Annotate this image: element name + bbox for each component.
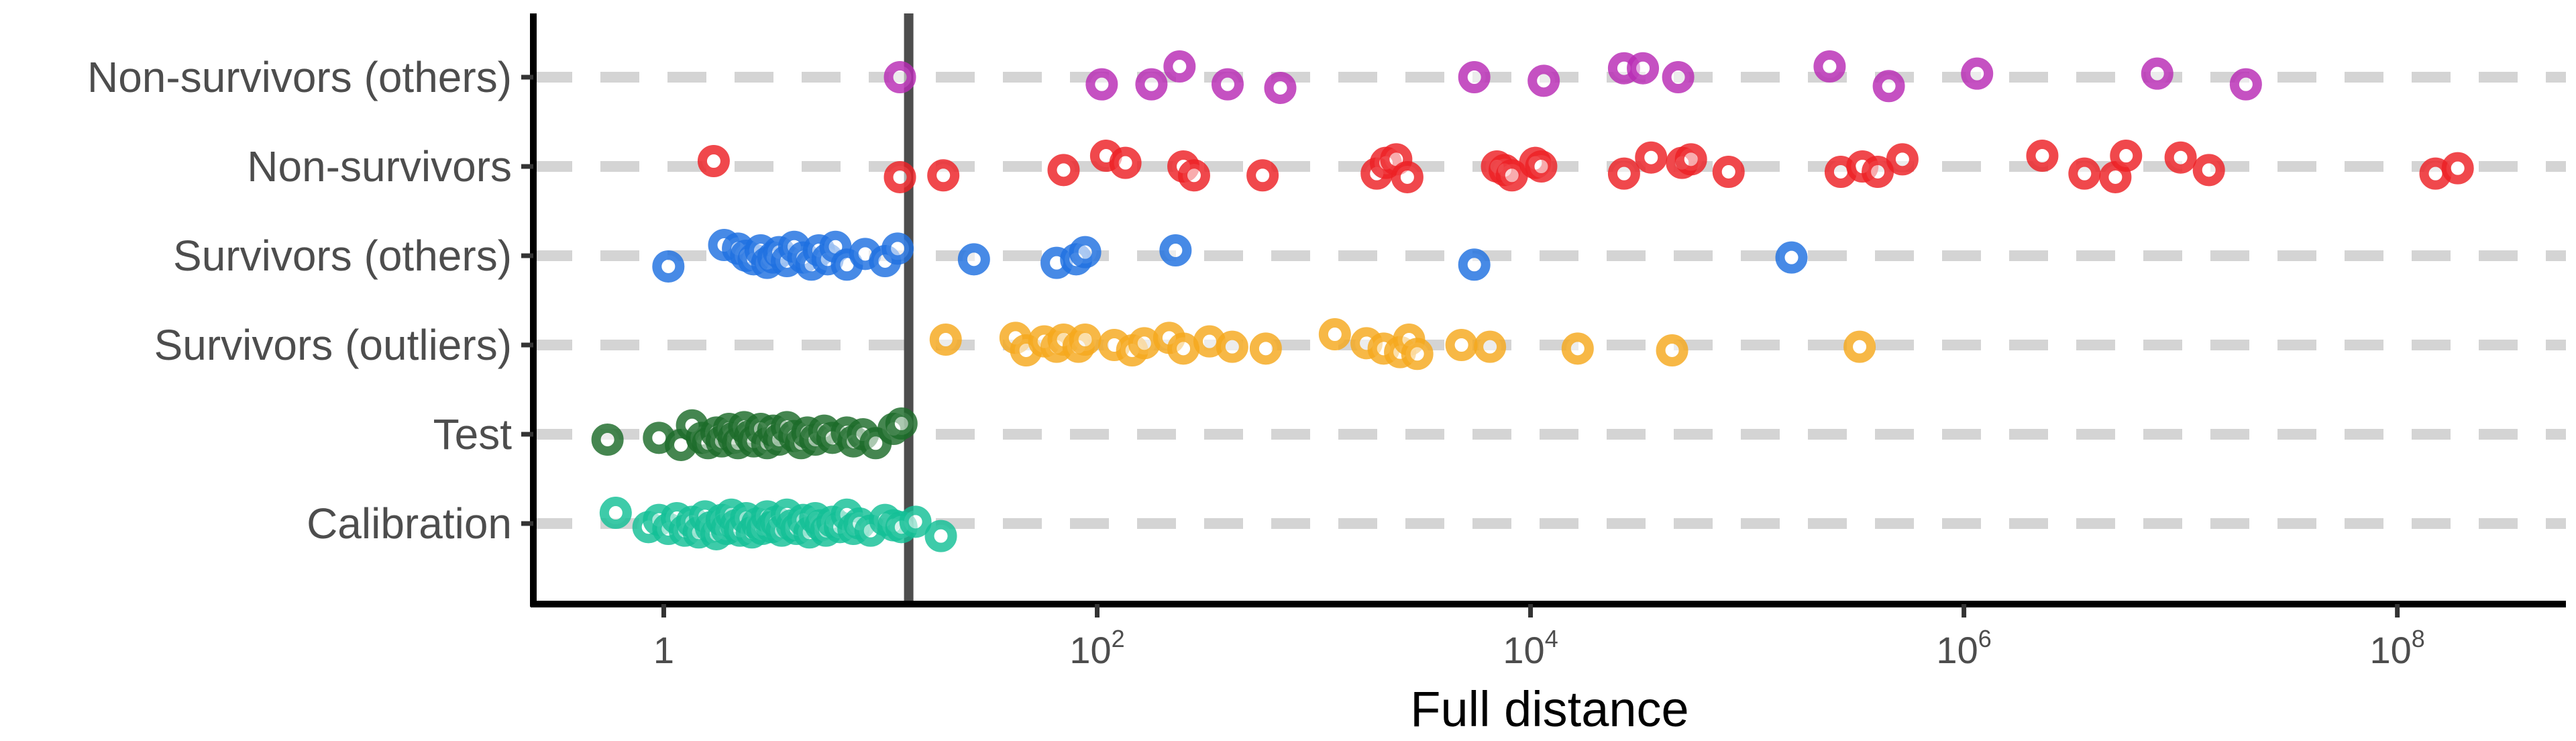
data-point [1607, 157, 1640, 190]
data-point [1474, 330, 1507, 363]
data-point [1246, 159, 1279, 192]
data-point [1167, 332, 1200, 365]
data-point [929, 324, 962, 356]
y-tick-label: Survivors (others) [173, 232, 512, 280]
data-point [927, 159, 960, 192]
data-point [599, 497, 632, 530]
data-point [1872, 70, 1905, 103]
data-point [1159, 234, 1192, 267]
x-tick-label: 104 [1503, 625, 1558, 671]
data-point [1656, 334, 1688, 366]
data-point [1712, 155, 1745, 188]
x-tick-label: 106 [1936, 625, 1991, 671]
x-tick-label: 102 [1069, 625, 1124, 671]
data-point [1458, 248, 1491, 281]
data-point [1662, 61, 1695, 93]
data-point [1135, 68, 1168, 101]
data-points [591, 50, 2474, 552]
data-point [1128, 327, 1161, 360]
data-point [1627, 52, 1660, 85]
data-point [1775, 241, 1808, 274]
data-point [591, 423, 624, 456]
axis-labels: Non-survivors (others) Non-survivors Survi… [87, 53, 2425, 671]
data-point [924, 520, 957, 552]
data-point [1163, 50, 1196, 83]
x-tick-label: 108 [2369, 625, 2424, 671]
data-point [1458, 61, 1491, 93]
y-tick-label: Calibration [307, 499, 512, 548]
data-point [2164, 141, 2197, 174]
data-point [883, 61, 916, 93]
data-point [652, 250, 685, 283]
data-point [2068, 157, 2101, 190]
y-tick-label: Survivors (outliers) [154, 321, 512, 369]
data-point [899, 505, 932, 538]
data-point [1264, 71, 1297, 104]
data-point [2192, 154, 2225, 187]
data-point [1391, 160, 1424, 193]
y-tick-label: Non-survivors [247, 142, 512, 191]
data-point [1961, 57, 1994, 90]
data-point [883, 160, 916, 193]
data-point [1674, 143, 1707, 176]
data-point [697, 145, 730, 178]
data-point [2229, 68, 2262, 101]
data-point [1525, 150, 1558, 183]
data-point [1401, 338, 1434, 370]
y-tick-label: Non-survivors (others) [87, 53, 512, 101]
data-point [885, 407, 918, 440]
data-point [1862, 155, 1894, 188]
grid-lines [533, 72, 2566, 529]
data-point [1069, 236, 1102, 268]
data-point [1177, 159, 1210, 192]
x-tick-label: 1 [653, 629, 674, 671]
data-point [1886, 143, 1919, 176]
data-point [1527, 64, 1560, 97]
data-point [957, 243, 990, 276]
data-point [1843, 330, 1876, 363]
y-tick-label: Test [433, 410, 513, 458]
data-point [1813, 50, 1846, 83]
data-point [2026, 140, 2059, 172]
axes [521, 13, 2566, 618]
data-point [1561, 332, 1594, 365]
data-point [1211, 68, 1244, 101]
data-point [881, 232, 914, 265]
data-point [1069, 324, 1102, 356]
data-point [1085, 68, 1118, 101]
data-point [2441, 152, 2474, 185]
data-point [1249, 332, 1282, 365]
data-point [2141, 57, 2174, 90]
data-point [1109, 146, 1142, 179]
data-point [1216, 330, 1248, 363]
data-point [1047, 154, 1080, 187]
data-point [2110, 140, 2143, 172]
data-point [1445, 329, 1478, 361]
data-point [1318, 318, 1351, 351]
data-point [1495, 159, 1528, 192]
x-axis-title: Full distance [1410, 681, 1688, 737]
data-point [1635, 141, 1668, 174]
